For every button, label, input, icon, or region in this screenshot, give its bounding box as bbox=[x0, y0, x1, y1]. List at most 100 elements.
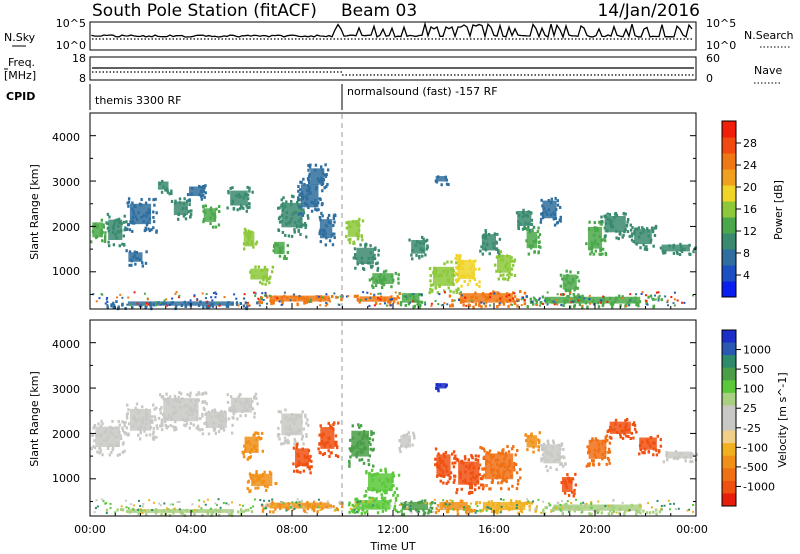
cpid-segment-1: themis 3300 RF bbox=[95, 94, 182, 107]
power-ytick-4000: 4000 bbox=[52, 131, 80, 144]
velocity-panel-cell-3 bbox=[201, 406, 234, 436]
cpid-panel: CPID themis 3300 RF normalsound (fast) -… bbox=[6, 84, 498, 110]
power-colorbar-tick: 28 bbox=[743, 137, 757, 150]
xaxis-label: Time UT bbox=[369, 540, 415, 553]
velocity-panel-cell-12 bbox=[398, 431, 416, 454]
power-panel-cell-31 bbox=[630, 224, 658, 252]
power-ytick-1000: 1000 bbox=[52, 265, 80, 278]
beam-label: Beam 03 bbox=[341, 1, 417, 21]
velocity-panel-cell-2 bbox=[156, 391, 208, 432]
power-panel-cell-29 bbox=[585, 220, 608, 257]
power-colorbar-swatch bbox=[722, 185, 736, 202]
freq-label-line2: [MHz] bbox=[4, 69, 36, 82]
power-panel-cell-3 bbox=[125, 249, 148, 268]
power-panel-cell-15 bbox=[318, 213, 337, 247]
velocity-ytick-2000: 2000 bbox=[52, 428, 80, 441]
xtick-6: 00:00 bbox=[676, 523, 708, 536]
power-panel-cell-0 bbox=[90, 218, 107, 244]
power-panel-cell-2 bbox=[125, 197, 158, 234]
power-panel-cell-32 bbox=[659, 242, 697, 257]
power-colorbar-swatch bbox=[722, 217, 736, 234]
velocity-panel-near-range-speckle bbox=[93, 498, 695, 514]
power-panel-cell-11 bbox=[272, 241, 290, 261]
xtick-2: 08:00 bbox=[276, 523, 308, 536]
xtick-3: 12:00 bbox=[377, 523, 409, 536]
velocity-colorbar-swatch bbox=[722, 430, 736, 444]
freq-tick-bottom: 8 bbox=[79, 72, 86, 85]
power-colorbar-swatch bbox=[722, 281, 736, 298]
freq-label-line1: Freq. bbox=[8, 56, 35, 69]
power-panel-cell-19 bbox=[398, 291, 424, 309]
noise-panel: N.Sky N.Search 10^5 10^0 10^5 10^0 bbox=[4, 17, 794, 52]
xtick-0: 00:00 bbox=[74, 523, 106, 536]
nave-tick-top: 60 bbox=[706, 52, 720, 65]
velocity-panel-cell-13 bbox=[434, 447, 456, 485]
power-panel-cell-22 bbox=[454, 253, 481, 288]
velocity-colorbar-swatch bbox=[722, 493, 736, 507]
power-panel-cell-9 bbox=[242, 227, 259, 251]
velocity-panel-cell-20 bbox=[606, 418, 638, 440]
velocity-colorbar-swatch bbox=[722, 342, 736, 356]
power-panel-cell-26 bbox=[525, 226, 542, 256]
power-colorbar-tick: 20 bbox=[743, 181, 757, 194]
power-panel-cell-6 bbox=[186, 184, 207, 202]
power-colorbar-swatch bbox=[722, 201, 736, 218]
velocity-panel-cell-11 bbox=[363, 467, 401, 500]
noise-tick-bottom-right: 10^0 bbox=[706, 39, 736, 52]
power-yaxis-label: Slant Range [km] bbox=[28, 164, 41, 260]
velocity-panel-cell-8 bbox=[292, 442, 313, 475]
power-panel-cell-10 bbox=[249, 265, 275, 286]
velocity-panel-cell-9 bbox=[317, 421, 340, 459]
velocity-colorbar-tick: 100 bbox=[743, 383, 764, 396]
velocity-panel-cell-30 bbox=[535, 502, 663, 516]
power-colorbar-tick: 8 bbox=[743, 247, 750, 260]
velocity-colorbar-tick: 500 bbox=[743, 363, 764, 376]
power-panel-cell-7 bbox=[202, 204, 221, 229]
power-colorbar-swatch bbox=[722, 153, 736, 170]
velocity-panel-cell-7 bbox=[246, 470, 278, 494]
power-panel-cell-13 bbox=[297, 176, 324, 217]
power-panel-cell-21 bbox=[428, 260, 462, 296]
noise-tick-top-left: 10^5 bbox=[56, 17, 86, 30]
power-panel-near-range-speckle bbox=[92, 291, 694, 307]
velocity-colorbar-swatch bbox=[722, 355, 736, 369]
velocity-colorbar-tick: -500 bbox=[743, 461, 768, 474]
power-colorbar-swatch bbox=[722, 249, 736, 266]
velocity-colorbar-swatch bbox=[722, 367, 736, 381]
power-panel: Slant Range [km] 1000 2000 3000 4000 bbox=[28, 112, 697, 311]
power-colorbar-swatch bbox=[722, 265, 736, 282]
velocity-colorbar-swatch bbox=[722, 380, 736, 394]
velocity-colorbar-swatch bbox=[722, 480, 736, 494]
velocity-colorbar-tick: 1000 bbox=[743, 344, 771, 357]
power-panel-cell-12 bbox=[277, 194, 310, 239]
velocity-panel-cell-19 bbox=[585, 434, 612, 468]
power-panel-cell-23 bbox=[479, 229, 502, 258]
figure-title: South Pole Station (fitACF) bbox=[92, 1, 317, 21]
velocity-colorbar-swatch bbox=[722, 455, 736, 469]
velocity-panel-cell-18 bbox=[560, 472, 578, 498]
power-panel-cell-33 bbox=[434, 175, 450, 187]
x-axis: 00:00 04:00 08:00 12:00 16:00 20:00 00:0… bbox=[74, 303, 708, 553]
nave-label: Nave bbox=[754, 64, 782, 77]
velocity-colorbar-swatch bbox=[722, 405, 736, 419]
power-panel-cell-20 bbox=[408, 235, 429, 261]
velocity-colorbar-label: Velocity [m s^-1] bbox=[776, 372, 789, 467]
velocity-panel: Slant Range [km] 1000 2000 3000 4000 bbox=[28, 319, 699, 518]
power-colorbar-swatch bbox=[722, 121, 736, 138]
noise-tick-bottom-left: 10^0 bbox=[56, 39, 86, 52]
xtick-4: 16:00 bbox=[478, 523, 510, 536]
velocity-panel-cell-10 bbox=[348, 423, 375, 468]
velocity-panel-cell-4 bbox=[226, 392, 259, 421]
velocity-colorbar-tick: -1000 bbox=[743, 480, 775, 493]
velocity-colorbar-swatch bbox=[722, 443, 736, 457]
power-panel-cell-1 bbox=[105, 212, 128, 248]
power-panel-cell-5 bbox=[170, 197, 193, 221]
velocity-colorbar-tick: -25 bbox=[743, 422, 761, 435]
power-panel-cell-17 bbox=[352, 242, 381, 272]
power-panel-cell-14 bbox=[307, 163, 330, 193]
power-ytick-3000: 3000 bbox=[52, 176, 80, 189]
velocity-panel-cell-1 bbox=[125, 402, 159, 441]
power-colorbar: 4 8 12 16 20 24 28 Power [dB] bbox=[721, 120, 785, 298]
power-panel-cell-18 bbox=[368, 269, 400, 290]
